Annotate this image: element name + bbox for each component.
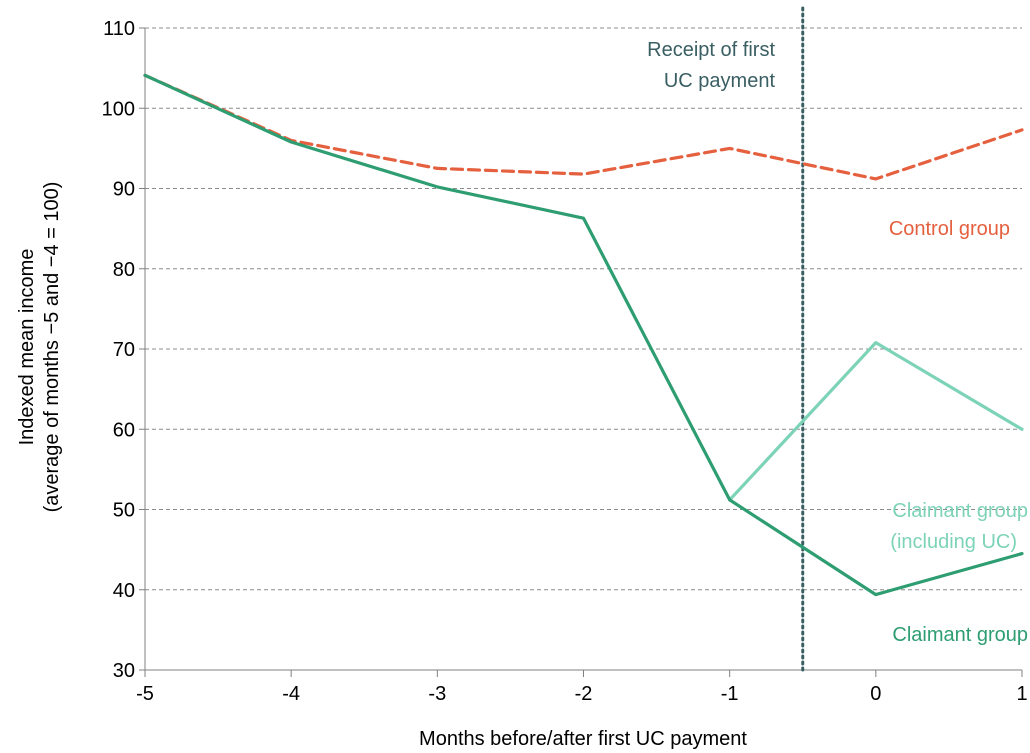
- claimant-group-annotation: Claimant group: [892, 624, 1028, 646]
- y-tick-label: 40: [113, 580, 135, 602]
- y-axis-title-line2: (average of months −5 and −4 = 100): [41, 182, 63, 513]
- x-tick-label: -3: [428, 683, 446, 705]
- y-tick-label: 50: [113, 500, 135, 522]
- x-axis-title: Months before/after first UC payment: [419, 728, 747, 750]
- y-axis-title-line1: Indexed mean income: [16, 249, 38, 446]
- labels: Months before/after first UC payment Ind…: [16, 39, 1028, 750]
- control-group-annotation: Control group: [889, 218, 1010, 240]
- reference-line-label-line2: UC payment: [664, 70, 776, 92]
- claimant-uc-line: [728, 341, 1024, 502]
- y-tick-label: 90: [113, 179, 135, 201]
- y-tick-label: 30: [113, 660, 135, 682]
- control-group-line: [143, 73, 1024, 181]
- y-tick-label: 60: [113, 419, 135, 441]
- x-tick-label: -4: [282, 683, 300, 705]
- claimant-group-line: [143, 73, 1024, 597]
- y-tick-label: 110: [103, 18, 135, 40]
- y-tick-label: 70: [113, 339, 135, 361]
- x-tick-label: -2: [575, 683, 593, 705]
- x-tick-label: 1: [1016, 683, 1027, 705]
- claimant-uc-annotation-line1: Claimant group: [892, 500, 1028, 522]
- x-tick-label: 0: [870, 683, 881, 705]
- claimant-uc-annotation-line2: (including UC): [890, 531, 1017, 553]
- y-tick-label: 80: [113, 259, 135, 281]
- series-group: [143, 73, 1024, 597]
- reference-line-label-line1: Receipt of first: [647, 39, 775, 61]
- x-tick-label: -1: [721, 683, 739, 705]
- axes: 30 40 50 60 70 80 90 100 110 -5 -4 -3 -2 -1 0 1: [102, 18, 1028, 705]
- x-tick-label: -5: [136, 683, 154, 705]
- y-tick-label: 100: [102, 98, 135, 120]
- gridlines: [145, 27, 1022, 591]
